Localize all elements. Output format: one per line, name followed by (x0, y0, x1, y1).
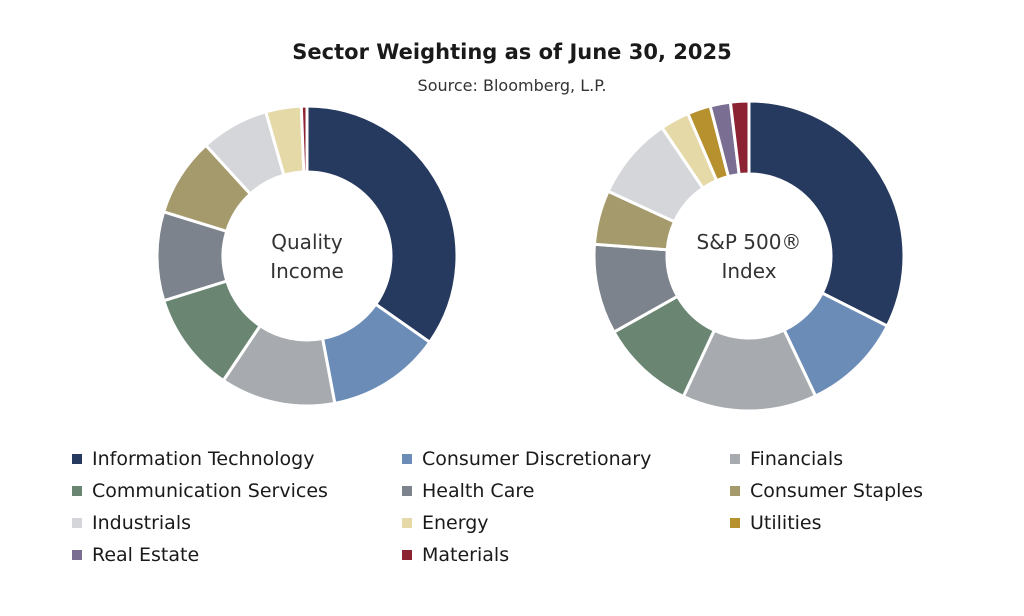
legend-label: Utilities (750, 512, 822, 534)
center-label: S&P 500® (697, 230, 802, 254)
legend-swatch (730, 486, 740, 496)
legend-item-communication-services: Communication Services (72, 480, 328, 502)
legend-item-utilities: Utilities (730, 512, 822, 534)
legend-label: Materials (422, 544, 510, 566)
legend-label: Consumer Discretionary (422, 448, 652, 470)
legend-item-industrials: Industrials (72, 512, 191, 534)
center-label: Quality (271, 230, 343, 254)
legend-swatch (72, 454, 82, 464)
legend-item-energy: Energy (402, 512, 489, 534)
slice-information-technology (305, 104, 459, 345)
legend-swatch (402, 518, 412, 528)
legend-swatch (72, 486, 82, 496)
legend-swatch (402, 550, 412, 560)
center-label: Income (270, 259, 344, 283)
chart-title: Sector Weighting as of June 30, 2025 (292, 40, 732, 64)
legend-label: Industrials (92, 512, 192, 534)
slice-materials (728, 99, 751, 177)
slice-materials (299, 104, 309, 174)
legend-swatch (402, 486, 412, 496)
legend-item-health-care: Health Care (402, 480, 534, 502)
legend-item-consumer-discretionary: Consumer Discretionary (402, 448, 651, 470)
legend-swatch (730, 454, 740, 464)
legend-item-consumer-staples: Consumer Staples (730, 480, 923, 502)
sp500-donut: S&P 500® Index (592, 99, 906, 413)
legend-item-information-technology: Information Technology (72, 448, 314, 470)
legend-label: Health Care (422, 480, 535, 502)
legend-swatch (72, 518, 82, 528)
legend-item-financials: Financials (730, 448, 843, 470)
legend-item-materials: Materials (402, 544, 509, 566)
legend-swatch (72, 550, 82, 560)
legend-label: Information Technology (92, 448, 315, 470)
legend-label: Communication Services (92, 480, 328, 502)
legend-label: Financials (750, 448, 844, 470)
chart-subtitle: Source: Bloomberg, L.P. (417, 76, 607, 95)
legend-swatch (730, 518, 740, 528)
donut-charts: Quality Income S&P 500® Index (155, 99, 906, 413)
legend-label: Real Estate (92, 544, 200, 566)
legend-item-real-estate: Real Estate (72, 544, 199, 566)
legend-label: Energy (422, 512, 489, 534)
legend-swatch (402, 454, 412, 464)
slice-information-technology (747, 99, 906, 329)
quality-income-donut: Quality Income (155, 104, 459, 408)
center-label: Index (721, 259, 776, 283)
legend-label: Consumer Staples (750, 480, 924, 502)
